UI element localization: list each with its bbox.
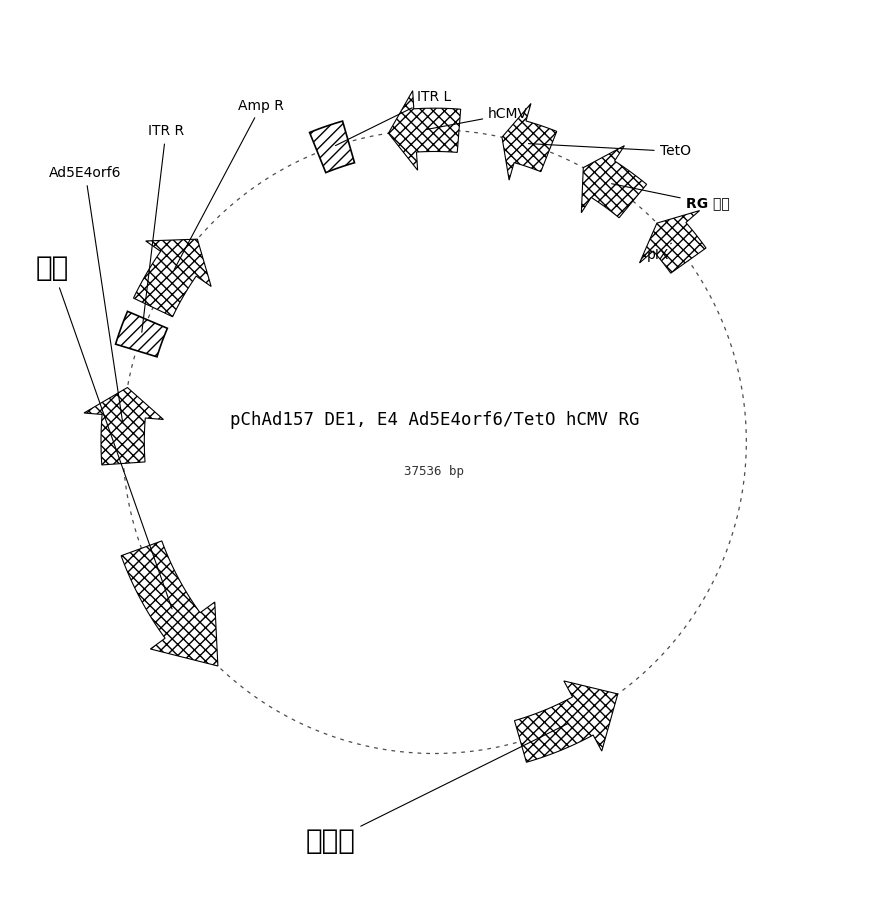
Polygon shape	[134, 240, 211, 317]
Text: ITR L: ITR L	[335, 90, 452, 146]
Text: RG 抗原: RG 抗原	[612, 184, 729, 210]
Text: hCMV: hCMV	[427, 107, 528, 129]
Polygon shape	[309, 121, 355, 173]
Text: pIX: pIX	[647, 243, 672, 263]
Polygon shape	[84, 387, 163, 465]
Text: 37536 bp: 37536 bp	[404, 465, 465, 478]
Polygon shape	[514, 681, 618, 762]
Text: Ad5E4orf6: Ad5E4orf6	[49, 166, 123, 422]
Text: Amp R: Amp R	[175, 98, 284, 269]
Text: 六邻体: 六邻体	[306, 723, 568, 856]
Text: 纤突: 纤突	[36, 254, 172, 609]
Text: TetO: TetO	[528, 143, 691, 159]
Polygon shape	[581, 146, 647, 218]
Text: pChAd157 DE1, E4 Ad5E4orf6/TetO hCMV RG: pChAd157 DE1, E4 Ad5E4orf6/TetO hCMV RG	[229, 411, 640, 429]
Polygon shape	[502, 104, 557, 180]
Text: ITR R: ITR R	[142, 125, 184, 332]
Polygon shape	[121, 541, 218, 666]
Polygon shape	[388, 91, 461, 170]
Polygon shape	[116, 311, 168, 357]
Polygon shape	[640, 210, 706, 274]
